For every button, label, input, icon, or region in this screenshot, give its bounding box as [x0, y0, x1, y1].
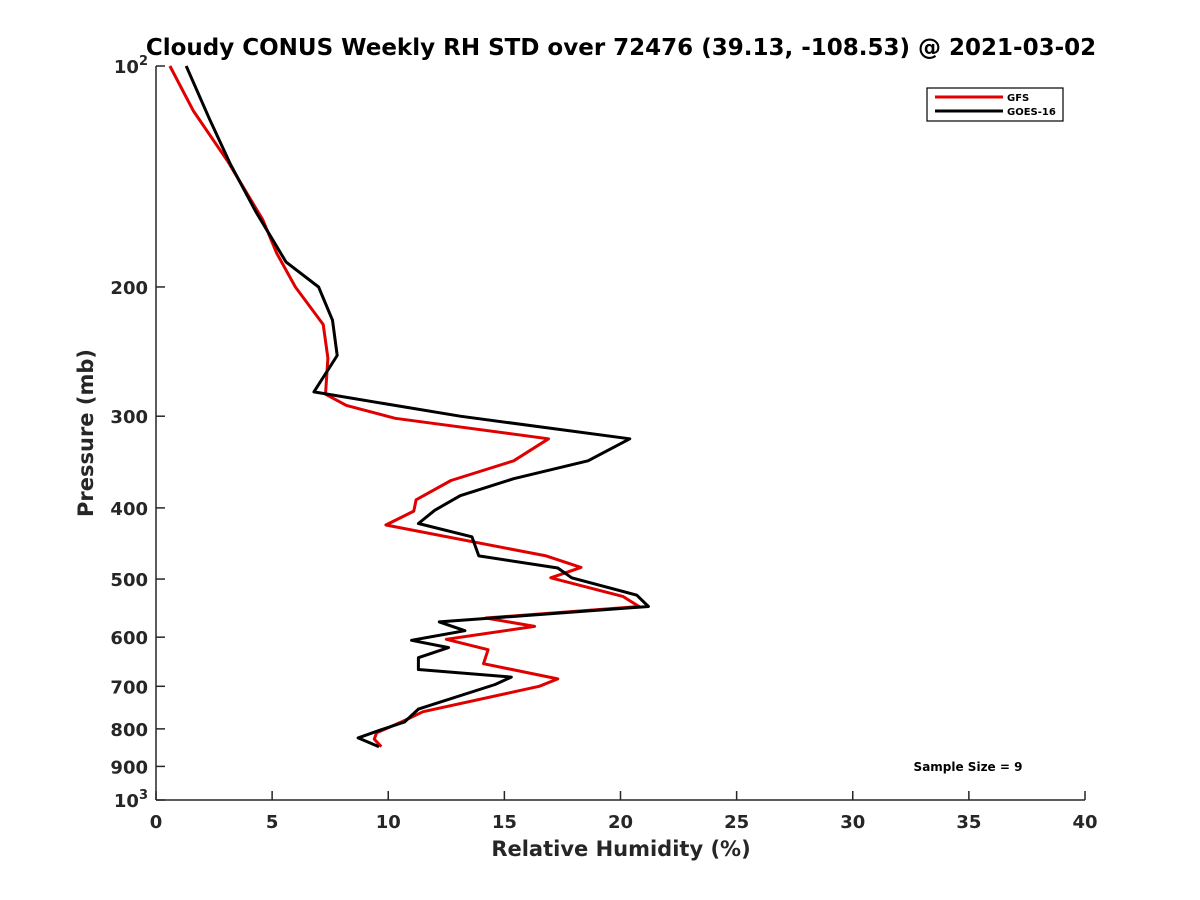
sample-size-note: Sample Size = 9: [914, 760, 1023, 774]
y-tick-label: 102: [114, 54, 148, 78]
plot-area: [156, 66, 1085, 800]
legend: GFS GOES-16: [926, 87, 1064, 122]
x-tick-label: 35: [956, 812, 981, 833]
x-tick-label: 0: [150, 812, 163, 833]
y-tick-label: 700: [110, 677, 148, 698]
series-line-goes-16: [184, 65, 650, 749]
legend-box: [926, 87, 1064, 122]
x-axis-label: Relative Humidity (%): [491, 837, 750, 861]
y-tick-label: 900: [110, 757, 148, 778]
x-tick-label: 25: [724, 812, 749, 833]
x-tick-label: 30: [840, 812, 865, 833]
chart-title: Cloudy CONUS Weekly RH STD over 72476 (3…: [146, 35, 1096, 61]
series-line-gfs: [168, 65, 641, 748]
y-tick-label: 500: [110, 570, 148, 591]
y-tick-label: 103: [114, 788, 148, 812]
x-tick-label: 20: [608, 812, 633, 833]
y-tick-label: 300: [110, 407, 148, 428]
y-tick-label: 200: [110, 278, 148, 299]
y-tick-label: 400: [110, 499, 148, 520]
y-tick-label: 600: [110, 628, 148, 649]
y-axis-label: Pressure (mb): [74, 349, 98, 517]
x-tick-label: 40: [1072, 812, 1097, 833]
y-tick-label: 800: [110, 720, 148, 741]
x-tick-label: 10: [376, 812, 401, 833]
x-tick-label: 15: [492, 812, 517, 833]
legend-label: GOES-16: [1007, 107, 1056, 118]
x-tick-label: 5: [266, 812, 279, 833]
legend-label: GFS: [1007, 93, 1029, 104]
